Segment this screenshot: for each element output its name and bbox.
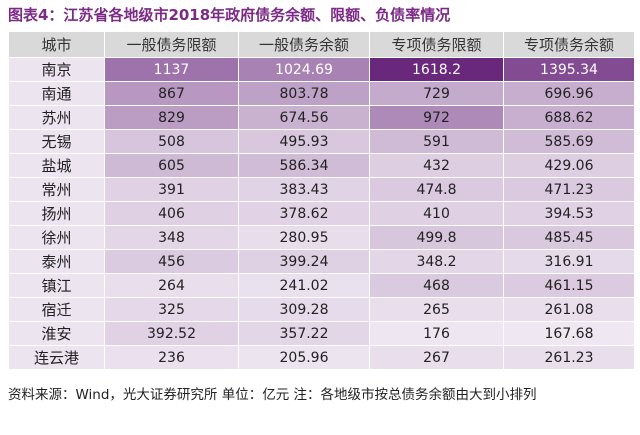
value-cell: 867 <box>104 81 239 106</box>
value-cell: 410 <box>369 201 504 226</box>
value-cell: 261.08 <box>503 297 635 322</box>
table-row: 镇江 264 241.02 468 461.15 <box>8 273 635 298</box>
table-row: 常州 391 383.43 474.8 471.23 <box>8 177 635 202</box>
city-cell: 扬州 <box>8 201 105 226</box>
value-cell: 803.78 <box>238 81 370 106</box>
value-cell: 264 <box>104 273 239 298</box>
data-table: 城市 一般债务限额 一般债务余额 专项债务限额 专项债务余额 南京 1137 1024.69 1… <box>8 31 635 370</box>
value-cell: 391 <box>104 177 239 202</box>
value-cell: 265 <box>369 297 504 322</box>
value-cell: 316.91 <box>503 249 635 274</box>
value-cell: 432 <box>369 153 504 178</box>
header-cell: 一般债务限额 <box>104 31 239 58</box>
value-cell: 456 <box>104 249 239 274</box>
value-cell: 585.69 <box>503 129 635 154</box>
value-cell: 605 <box>104 153 239 178</box>
value-cell: 267 <box>369 345 504 370</box>
value-cell: 176 <box>369 321 504 346</box>
value-cell: 499.8 <box>369 225 504 250</box>
table-row: 苏州 829 674.56 972 688.62 <box>8 105 635 130</box>
table-row: 南京 1137 1024.69 1618.2 1395.34 <box>8 57 635 82</box>
city-cell: 常州 <box>8 177 105 202</box>
city-cell: 泰州 <box>8 249 105 274</box>
table-row: 扬州 406 378.62 410 394.53 <box>8 201 635 226</box>
value-cell: 205.96 <box>238 345 370 370</box>
value-cell: 357.22 <box>238 321 370 346</box>
value-cell: 468 <box>369 273 504 298</box>
header-cell: 一般债务余额 <box>238 31 370 58</box>
value-cell: 392.52 <box>104 321 239 346</box>
value-cell: 383.43 <box>238 177 370 202</box>
value-cell: 406 <box>104 201 239 226</box>
value-cell: 471.23 <box>503 177 635 202</box>
table-row: 南通 867 803.78 729 696.96 <box>8 81 635 106</box>
value-cell: 236 <box>104 345 239 370</box>
value-cell: 474.8 <box>369 177 504 202</box>
title: 图表4：江苏省各地级市2018年政府债务余额、限额、负债率情况 <box>8 6 451 24</box>
table-row: 盐城 605 586.34 432 429.06 <box>8 153 635 178</box>
table-row: 淮安 392.52 357.22 176 167.68 <box>8 321 635 346</box>
footer: 资料来源：Wind，光大证券研究所 单位：亿元 注：各地级市按总债务余额由大到小… <box>8 387 537 403</box>
value-cell: 1618.2 <box>369 57 504 82</box>
value-cell: 1395.34 <box>503 57 635 82</box>
value-cell: 167.68 <box>503 321 635 346</box>
value-cell: 829 <box>104 105 239 130</box>
table-row: 无锡 508 495.93 591 585.69 <box>8 129 635 154</box>
value-cell: 280.95 <box>238 225 370 250</box>
city-cell: 苏州 <box>8 105 105 130</box>
table-row: 徐州 348 280.95 499.8 485.45 <box>8 225 635 250</box>
header-cell: 专项债务限额 <box>369 31 504 58</box>
table-row: 泰州 456 399.24 348.2 316.91 <box>8 249 635 274</box>
value-cell: 325 <box>104 297 239 322</box>
table-row: 宿迁 325 309.28 265 261.08 <box>8 297 635 322</box>
city-cell: 南通 <box>8 81 105 106</box>
value-cell: 399.24 <box>238 249 370 274</box>
city-cell: 无锡 <box>8 129 105 154</box>
header-row: 城市 一般债务限额 一般债务余额 专项债务限额 专项债务余额 <box>8 31 635 58</box>
value-cell: 378.62 <box>238 201 370 226</box>
city-cell: 盐城 <box>8 153 105 178</box>
value-cell: 485.45 <box>503 225 635 250</box>
table-body: 城市 一般债务限额 一般债务余额 专项债务限额 专项债务余额 南京 1137 1024.69 1… <box>8 31 635 370</box>
city-cell: 徐州 <box>8 225 105 250</box>
value-cell: 309.28 <box>238 297 370 322</box>
value-cell: 729 <box>369 81 504 106</box>
header-cell: 城市 <box>8 31 105 58</box>
value-cell: 674.56 <box>238 105 370 130</box>
city-cell: 连云港 <box>8 345 105 370</box>
value-cell: 461.15 <box>503 273 635 298</box>
value-cell: 688.62 <box>503 105 635 130</box>
value-cell: 394.53 <box>503 201 635 226</box>
value-cell: 429.06 <box>503 153 635 178</box>
value-cell: 1137 <box>104 57 239 82</box>
value-cell: 241.02 <box>238 273 370 298</box>
city-cell: 淮安 <box>8 321 105 346</box>
city-cell: 南京 <box>8 57 105 82</box>
value-cell: 1024.69 <box>238 57 370 82</box>
value-cell: 591 <box>369 129 504 154</box>
value-cell: 495.93 <box>238 129 370 154</box>
header-cell: 专项债务余额 <box>503 31 635 58</box>
city-cell: 宿迁 <box>8 297 105 322</box>
city-cell: 镇江 <box>8 273 105 298</box>
value-cell: 972 <box>369 105 504 130</box>
table-row: 连云港 236 205.96 267 261.23 <box>8 345 635 370</box>
value-cell: 348.2 <box>369 249 504 274</box>
value-cell: 586.34 <box>238 153 370 178</box>
value-cell: 696.96 <box>503 81 635 106</box>
value-cell: 508 <box>104 129 239 154</box>
value-cell: 261.23 <box>503 345 635 370</box>
value-cell: 348 <box>104 225 239 250</box>
